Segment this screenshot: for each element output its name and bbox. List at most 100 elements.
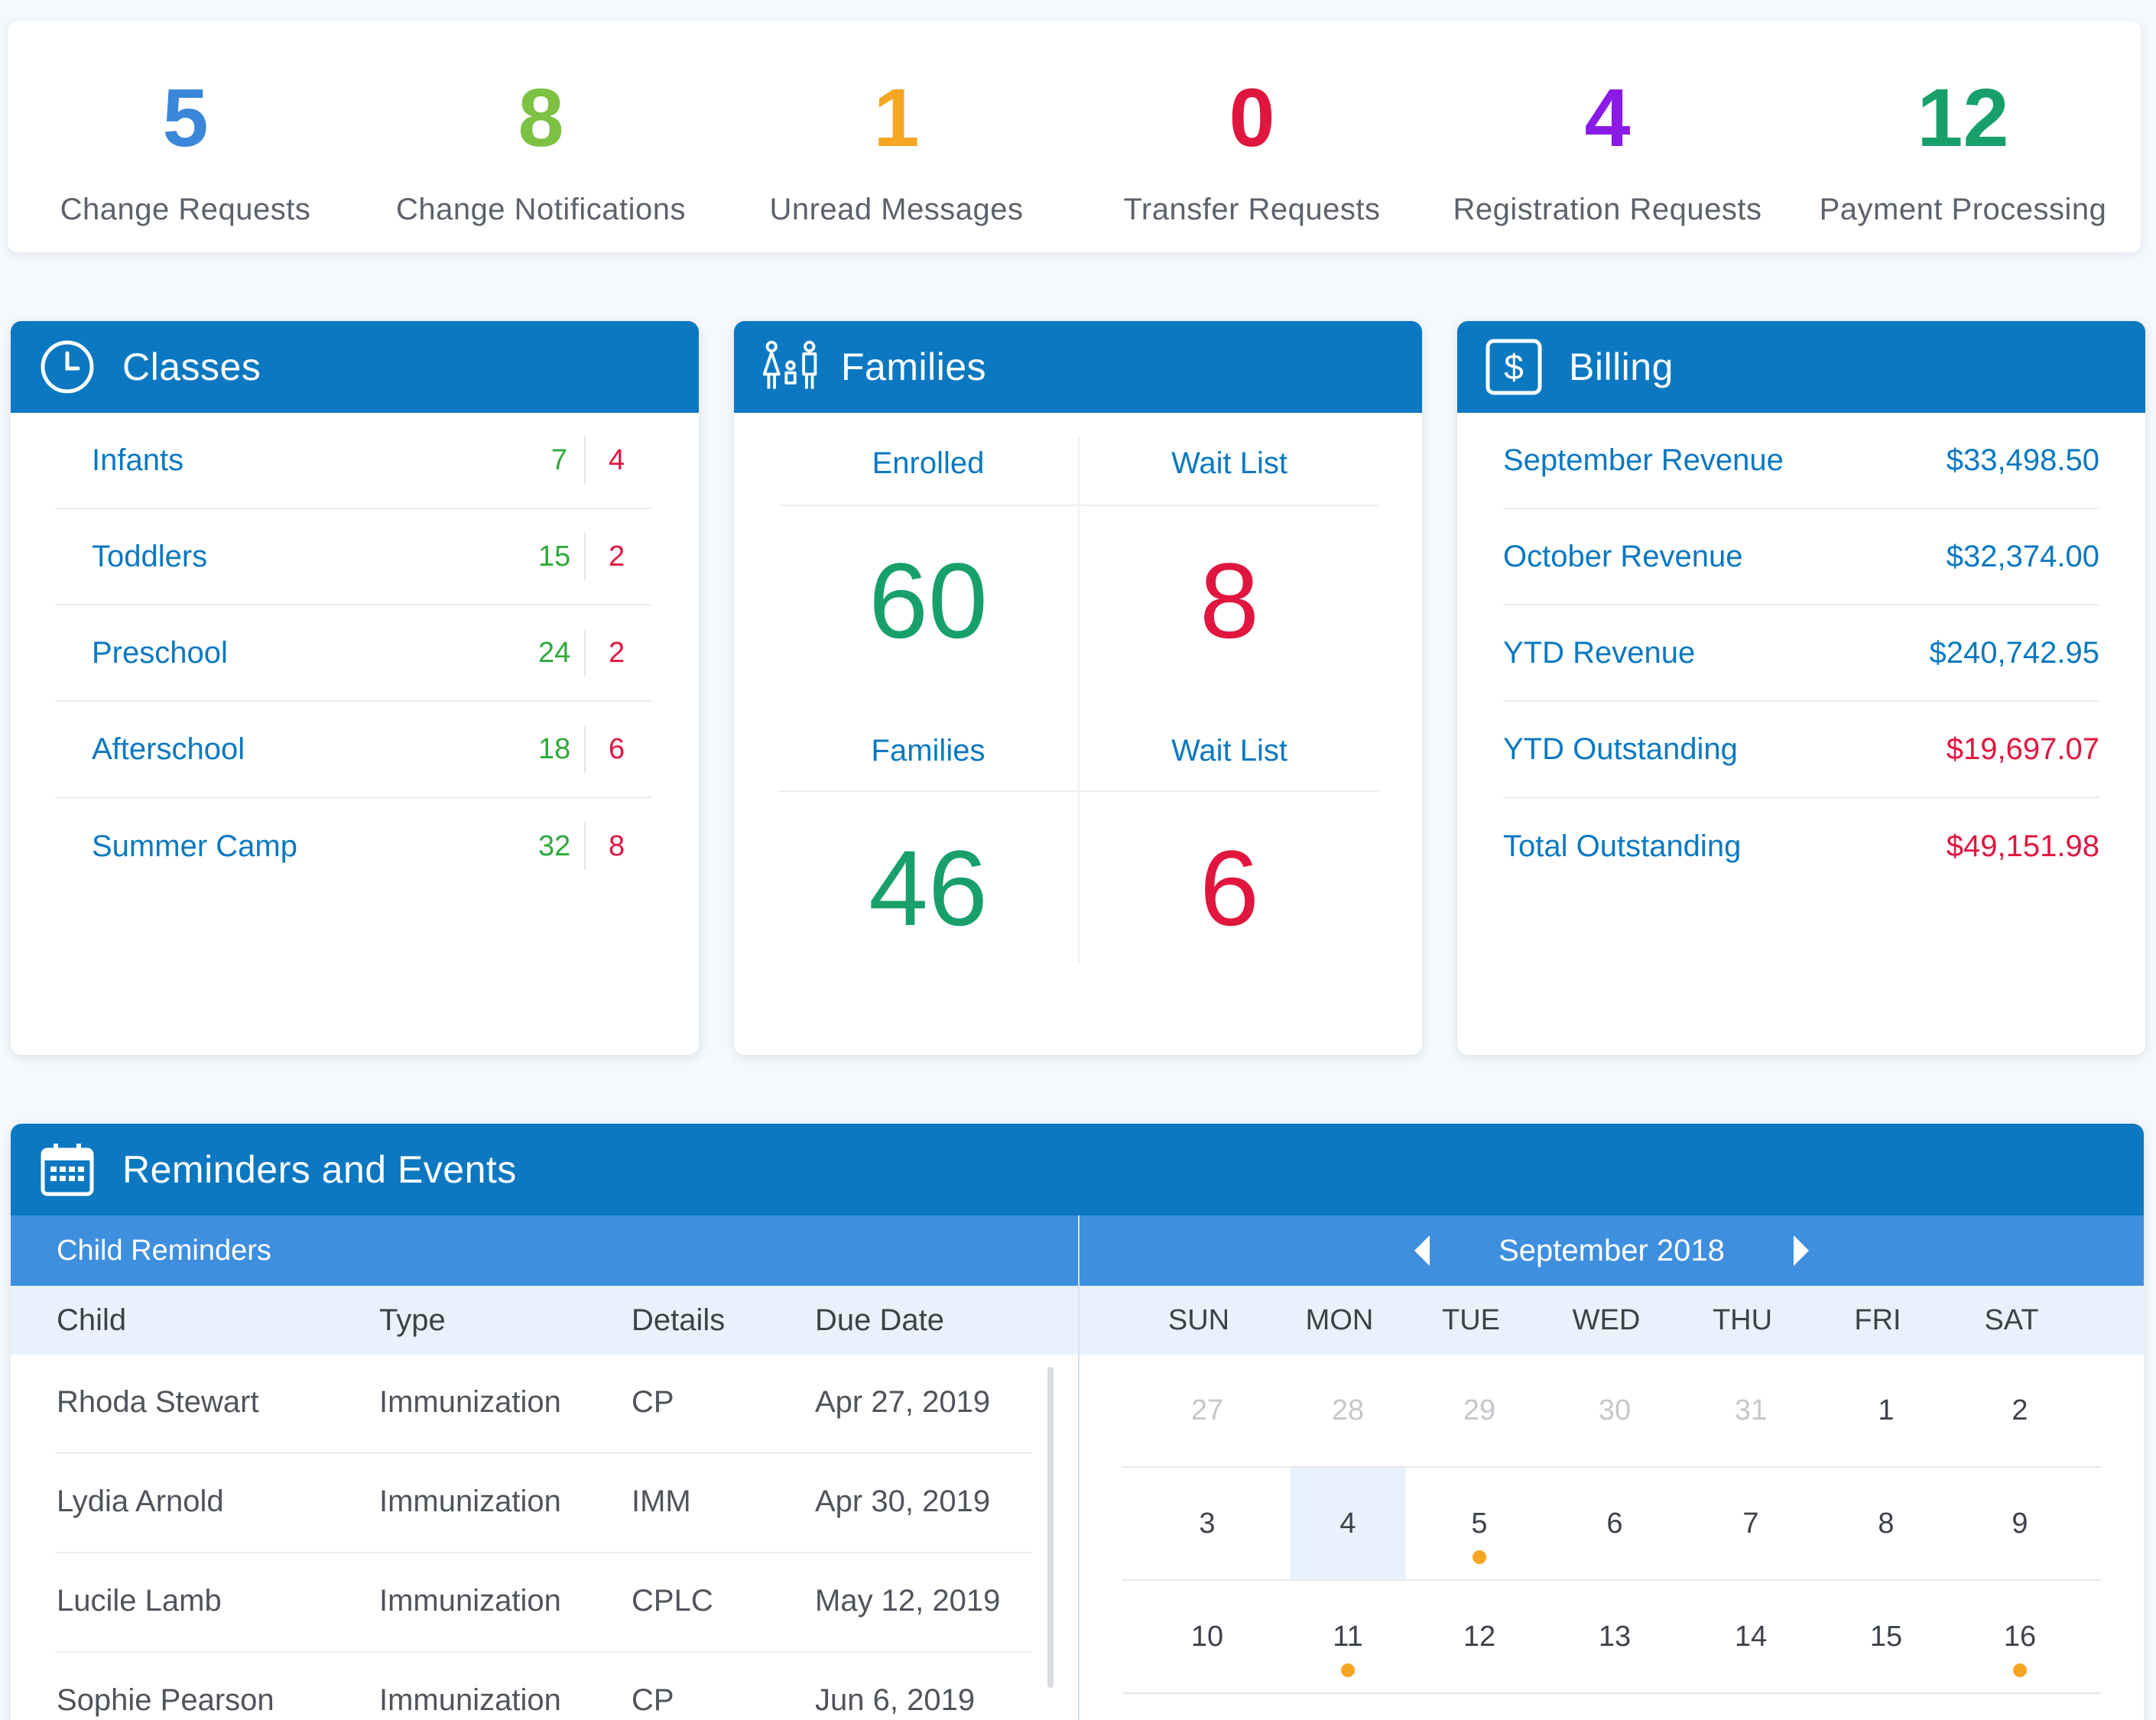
calendar-day[interactable]: 12 bbox=[1463, 1621, 1496, 1653]
day-name: THU bbox=[1712, 1304, 1773, 1336]
calendar-day[interactable]: 7 bbox=[1742, 1507, 1759, 1540]
billing-row-ytd-outstanding[interactable]: YTD Outstanding $19,697.07 bbox=[1503, 702, 2099, 798]
divider bbox=[584, 629, 586, 677]
stat-change-notifications[interactable]: 8 Change Notifications bbox=[363, 21, 719, 252]
calendar-day[interactable]: 30 bbox=[1598, 1394, 1632, 1426]
stats-bar: 5 Change Requests 8 Change Notifications… bbox=[8, 21, 2141, 252]
calendar-day[interactable]: 11 bbox=[1291, 1581, 1405, 1692]
divider bbox=[1078, 436, 1080, 963]
waitlist-value[interactable]: 6 bbox=[1200, 828, 1259, 948]
families-header: Families bbox=[734, 321, 1422, 413]
due-date: May 12, 2019 bbox=[815, 1584, 1001, 1618]
day-name: SAT bbox=[1984, 1304, 2039, 1336]
calendar-day[interactable]: 13 bbox=[1598, 1621, 1632, 1653]
class-row-summer-camp[interactable]: Summer Camp 32 8 bbox=[55, 798, 653, 894]
table-row[interactable]: Lydia Arnold Immunization IMM Apr 30, 20… bbox=[55, 1454, 1032, 1553]
class-row-afterschool[interactable]: Afterschool 18 6 bbox=[55, 702, 653, 798]
column-header-child[interactable]: Child bbox=[57, 1303, 127, 1337]
billing-title: Billing bbox=[1569, 346, 1674, 388]
child-name: Lucile Lamb bbox=[57, 1584, 222, 1618]
prev-month-icon[interactable] bbox=[1414, 1235, 1430, 1266]
calendar-day[interactable]: 10 bbox=[1190, 1621, 1224, 1653]
families-title: Families bbox=[841, 346, 987, 388]
child-reminders-bar: Child Reminders bbox=[11, 1215, 1078, 1286]
calendar-day[interactable]: 1 bbox=[1878, 1394, 1895, 1426]
class-waitlist-count: 2 bbox=[609, 636, 625, 669]
billing-row-total-outstanding[interactable]: Total Outstanding $49,151.98 bbox=[1503, 798, 2099, 894]
reminders-table-header: Child Type Details Due Date bbox=[11, 1286, 1078, 1355]
billing-label: YTD Outstanding bbox=[1503, 732, 1738, 766]
classes-card: Classes Infants 7 4 Toddlers 15 2 Presch… bbox=[11, 321, 699, 1055]
billing-label: September Revenue bbox=[1503, 443, 1784, 477]
reminder-details: IMM bbox=[632, 1485, 691, 1518]
child-reminders-title: Child Reminders bbox=[57, 1234, 271, 1267]
divider bbox=[584, 725, 586, 773]
families-value[interactable]: 46 bbox=[869, 828, 988, 948]
table-row[interactable]: Sophie Pearson Immunization CP Jun 6, 20… bbox=[55, 1653, 1032, 1720]
calendar-day[interactable]: 15 bbox=[1869, 1621, 1903, 1653]
divider bbox=[1078, 1215, 1080, 1720]
calendar-day[interactable]: 5 bbox=[1422, 1468, 1537, 1579]
child-name: Sophie Pearson bbox=[57, 1683, 274, 1717]
billing-row-ytd-revenue[interactable]: YTD Revenue $240,742.95 bbox=[1503, 605, 2099, 702]
child-name: Rhoda Stewart bbox=[57, 1385, 259, 1419]
calendar-day-today[interactable]: 4 bbox=[1291, 1468, 1405, 1579]
next-month-icon[interactable] bbox=[1793, 1235, 1809, 1266]
stat-label: Change Requests bbox=[60, 193, 311, 226]
class-row-toddlers[interactable]: Toddlers 15 2 bbox=[55, 509, 653, 605]
calendar-day[interactable]: 14 bbox=[1734, 1621, 1768, 1653]
calendar-day[interactable]: 9 bbox=[2012, 1507, 2028, 1540]
class-name: Toddlers bbox=[92, 539, 208, 573]
enrolled-value[interactable]: 60 bbox=[869, 540, 988, 660]
column-header-details[interactable]: Details bbox=[632, 1303, 726, 1337]
child-name: Lydia Arnold bbox=[57, 1485, 224, 1518]
table-row[interactable]: Rhoda Stewart Immunization CP Apr 27, 20… bbox=[55, 1355, 1032, 1454]
divider bbox=[584, 436, 586, 484]
divider bbox=[584, 823, 586, 870]
reminder-details: CPLC bbox=[632, 1584, 713, 1618]
class-enrolled-count: 7 bbox=[550, 443, 567, 476]
stat-change-requests[interactable]: 5 Change Requests bbox=[8, 21, 363, 252]
calendar-day[interactable]: 8 bbox=[1878, 1507, 1895, 1540]
waitlist-value[interactable]: 8 bbox=[1200, 540, 1259, 660]
reminder-type: Immunization bbox=[379, 1683, 561, 1717]
stat-payment-processing[interactable]: 12 Payment Processing bbox=[1785, 21, 2141, 252]
calendar-day[interactable]: 31 bbox=[1734, 1394, 1768, 1426]
billing-row-september[interactable]: September Revenue $33,498.50 bbox=[1503, 413, 2099, 509]
reminders-scrollbar[interactable] bbox=[1047, 1367, 1054, 1688]
calendar-day[interactable]: 3 bbox=[1199, 1507, 1216, 1540]
families-card: Families Enrolled Wait List 60 8 Familie… bbox=[734, 321, 1422, 1055]
classes-header: Classes bbox=[11, 321, 699, 413]
billing-row-october[interactable]: October Revenue $32,374.00 bbox=[1503, 509, 2099, 605]
billing-card: $ Billing September Revenue $33,498.50 O… bbox=[1457, 321, 2145, 1055]
class-enrolled-count: 15 bbox=[538, 540, 571, 573]
calendar-day[interactable]: 27 bbox=[1190, 1394, 1224, 1426]
column-header-due-date[interactable]: Due Date bbox=[815, 1303, 944, 1337]
reminder-details: CP bbox=[632, 1683, 674, 1717]
calendar-day[interactable]: 2 bbox=[2012, 1394, 2028, 1426]
stat-unread-messages[interactable]: 1 Unread Messages bbox=[719, 21, 1074, 252]
class-row-preschool[interactable]: Preschool 24 2 bbox=[55, 605, 653, 702]
calendar-month: September 2018 bbox=[1498, 1233, 1725, 1267]
reminder-type: Immunization bbox=[379, 1485, 561, 1518]
stat-value: 0 bbox=[1229, 71, 1275, 164]
svg-text:$: $ bbox=[1504, 347, 1524, 387]
calendar-day-number: 5 bbox=[1471, 1507, 1488, 1540]
calendar-day[interactable]: 16 bbox=[1963, 1581, 2077, 1692]
stat-value: 1 bbox=[873, 71, 920, 164]
billing-value: $240,742.95 bbox=[1929, 635, 2099, 670]
due-date: Jun 6, 2019 bbox=[815, 1683, 976, 1717]
stat-transfer-requests[interactable]: 0 Transfer Requests bbox=[1074, 21, 1430, 252]
column-header-type[interactable]: Type bbox=[379, 1303, 446, 1337]
calendar-day[interactable]: 29 bbox=[1463, 1394, 1496, 1426]
calendar-day[interactable]: 6 bbox=[1606, 1507, 1623, 1540]
table-row[interactable]: Lucile Lamb Immunization CPLC May 12, 20… bbox=[55, 1553, 1032, 1653]
billing-label: October Revenue bbox=[1503, 539, 1743, 573]
stat-registration-requests[interactable]: 4 Registration Requests bbox=[1430, 21, 1785, 252]
calendar-day[interactable]: 28 bbox=[1331, 1394, 1365, 1426]
reminders-header: Reminders and Events bbox=[11, 1124, 2144, 1215]
billing-value: $49,151.98 bbox=[1946, 829, 2099, 863]
class-row-infants[interactable]: Infants 7 4 bbox=[55, 413, 653, 509]
class-name: Afterschool bbox=[92, 732, 245, 766]
billing-value: $33,498.50 bbox=[1946, 443, 2099, 477]
